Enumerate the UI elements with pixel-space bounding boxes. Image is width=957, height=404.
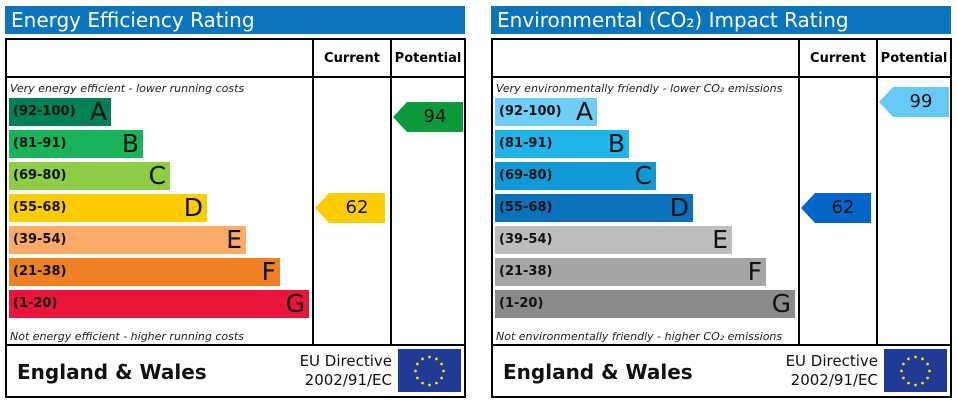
band-range: (92-100) — [13, 104, 76, 119]
band-b: (81-91) B — [495, 129, 629, 158]
directive-line-1: EU Directive — [785, 352, 878, 370]
band-b: (81-91) B — [9, 129, 143, 158]
band-d: (55-68) D — [495, 193, 693, 222]
band-range: (1-20) — [13, 296, 58, 311]
band-range: (69-80) — [13, 168, 67, 183]
band-range: (21-38) — [499, 264, 553, 279]
band-d: (55-68) D — [9, 193, 207, 222]
band-g: (1-20) G — [9, 289, 309, 318]
potential-rating-arrow: 94 — [393, 102, 463, 132]
band-letter: C — [634, 161, 652, 190]
header-divider — [7, 76, 464, 78]
bottom-note: Not energy efficient - higher running co… — [10, 330, 244, 343]
band-letter: E — [712, 225, 728, 254]
band-letter: F — [747, 257, 762, 286]
region-label: England & Wales — [503, 360, 693, 384]
band-letter: D — [669, 193, 689, 222]
top-note: Very environmentally friendly - lower CO… — [496, 82, 783, 95]
band-letter: F — [261, 257, 276, 286]
band-c: (69-80) C — [495, 161, 656, 190]
band-range: (81-91) — [13, 136, 67, 151]
chart-title: Energy Efficiency Rating — [5, 6, 465, 34]
band-range: (92-100) — [499, 104, 562, 119]
current-rating-value: 62 — [345, 197, 369, 218]
band-e: (39-54) E — [9, 225, 246, 254]
band-range: (55-68) — [499, 200, 553, 215]
header-divider — [493, 76, 950, 78]
rating-table: Current Potential Very energy efficient … — [5, 38, 466, 346]
band-letter: B — [121, 129, 139, 158]
potential-header: Potential — [880, 51, 948, 66]
band-letter: E — [226, 225, 242, 254]
current-rating-arrow: 62 — [801, 193, 871, 223]
band-range: (39-54) — [13, 232, 67, 247]
band-c: (69-80) C — [9, 161, 170, 190]
rating-table: Current Potential Very environmentally f… — [491, 38, 952, 346]
directive-line-2: 2002/91/EC — [304, 371, 392, 389]
band-letter: D — [183, 193, 203, 222]
column-divider — [312, 40, 314, 344]
arrow-shape-icon — [315, 193, 385, 223]
current-rating-arrow: 62 — [315, 193, 385, 223]
environmental-impact-chart: Environmental (CO₂) Impact Rating Curren… — [491, 0, 953, 404]
band-a: (92-100) A — [495, 97, 597, 126]
eu-directive: EU Directive 2002/91/EC — [786, 352, 878, 390]
current-header: Current — [324, 51, 380, 66]
band-letter: G — [771, 289, 791, 318]
band-g: (1-20) G — [495, 289, 795, 318]
region-label: England & Wales — [17, 360, 207, 384]
chart-title: Environmental (CO₂) Impact Rating — [491, 6, 951, 34]
directive-line-1: EU Directive — [299, 352, 392, 370]
energy-efficiency-chart: Energy Efficiency Rating Current Potenti… — [5, 0, 467, 404]
band-e: (39-54) E — [495, 225, 732, 254]
band-a: (92-100) A — [9, 97, 111, 126]
eu-flag-icon — [884, 349, 947, 392]
band-range: (39-54) — [499, 232, 553, 247]
top-note: Very energy efficient - lower running co… — [10, 82, 245, 95]
current-rating-value: 62 — [831, 197, 855, 218]
bottom-note: Not environmentally friendly - higher CO… — [496, 330, 783, 343]
band-letter: A — [575, 97, 593, 126]
chart-footer: England & Wales EU Directive 2002/91/EC — [491, 346, 952, 398]
arrow-shape-icon — [393, 102, 463, 132]
band-range: (81-91) — [499, 136, 553, 151]
band-letter: C — [148, 161, 166, 190]
eu-flag-icon — [398, 349, 461, 392]
band-range: (55-68) — [13, 200, 67, 215]
potential-rating-value: 99 — [909, 91, 933, 112]
column-divider — [876, 40, 878, 344]
band-range: (69-80) — [499, 168, 553, 183]
band-letter: B — [607, 129, 625, 158]
current-header: Current — [810, 51, 866, 66]
arrow-shape-icon — [879, 87, 949, 117]
band-letter: A — [89, 97, 107, 126]
directive-line-2: 2002/91/EC — [790, 371, 878, 389]
potential-header: Potential — [394, 51, 462, 66]
chart-footer: England & Wales EU Directive 2002/91/EC — [5, 346, 466, 398]
band-range: (1-20) — [499, 296, 544, 311]
band-letter: G — [285, 289, 305, 318]
potential-rating-arrow: 99 — [879, 87, 949, 117]
band-range: (21-38) — [13, 264, 67, 279]
arrow-shape-icon — [801, 193, 871, 223]
eu-directive: EU Directive 2002/91/EC — [300, 352, 392, 390]
potential-rating-value: 94 — [423, 106, 447, 127]
column-divider — [390, 40, 392, 344]
band-f: (21-38) F — [9, 257, 280, 286]
column-divider — [798, 40, 800, 344]
band-f: (21-38) F — [495, 257, 766, 286]
